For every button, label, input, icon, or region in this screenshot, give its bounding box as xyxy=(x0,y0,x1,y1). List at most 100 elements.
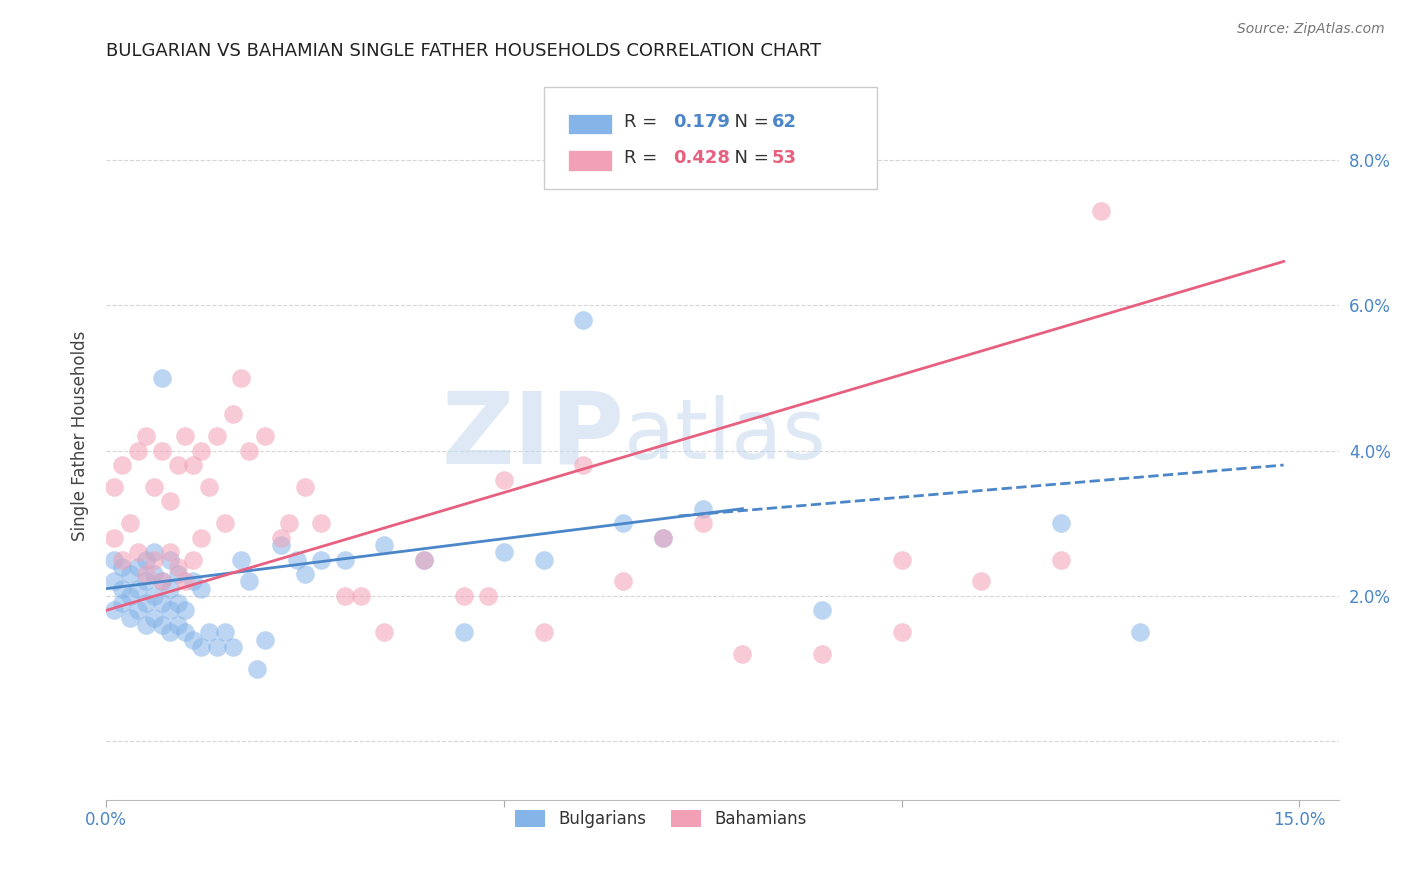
Point xyxy=(166,559,188,574)
Point xyxy=(142,480,165,494)
Point xyxy=(651,531,673,545)
Text: R =: R = xyxy=(624,113,662,131)
Point xyxy=(207,429,229,443)
Point xyxy=(198,625,221,640)
Point xyxy=(811,603,834,617)
Point xyxy=(285,552,308,566)
Point xyxy=(127,603,149,617)
Point xyxy=(111,552,134,566)
Text: atlas: atlas xyxy=(624,395,825,476)
Point xyxy=(207,640,229,654)
Point xyxy=(166,567,188,582)
Point xyxy=(142,567,165,582)
Point xyxy=(135,596,157,610)
Text: 62: 62 xyxy=(772,113,797,131)
Legend: Bulgarians, Bahamians: Bulgarians, Bahamians xyxy=(508,804,814,835)
Point xyxy=(453,589,475,603)
Point xyxy=(222,640,245,654)
Point xyxy=(118,611,141,625)
Point xyxy=(612,574,634,589)
Point xyxy=(811,647,834,661)
Point xyxy=(1049,516,1071,531)
Point xyxy=(142,545,165,559)
Point xyxy=(254,632,277,647)
Point xyxy=(103,531,125,545)
Point xyxy=(890,552,912,566)
Point xyxy=(413,552,436,566)
Point xyxy=(1129,625,1152,640)
Point xyxy=(492,473,515,487)
Point xyxy=(118,567,141,582)
Point xyxy=(127,443,149,458)
Point xyxy=(150,574,173,589)
Point xyxy=(214,625,236,640)
Point xyxy=(183,552,205,566)
Point xyxy=(373,625,395,640)
Point xyxy=(150,618,173,632)
Point xyxy=(238,443,260,458)
Point xyxy=(150,443,173,458)
Point xyxy=(1090,203,1112,218)
Point xyxy=(174,625,197,640)
Text: 0.428: 0.428 xyxy=(673,149,730,167)
Point xyxy=(142,589,165,603)
Point xyxy=(103,552,125,566)
Point xyxy=(190,640,212,654)
Point xyxy=(150,596,173,610)
Point xyxy=(174,429,197,443)
Point xyxy=(413,552,436,566)
Point xyxy=(111,596,134,610)
Point xyxy=(238,574,260,589)
Point xyxy=(651,531,673,545)
Point xyxy=(270,531,292,545)
Point xyxy=(214,516,236,531)
Point xyxy=(166,458,188,472)
Point xyxy=(190,443,212,458)
Point xyxy=(103,574,125,589)
Point xyxy=(150,371,173,385)
Point xyxy=(198,480,221,494)
Point xyxy=(174,574,197,589)
Point xyxy=(294,567,316,582)
Point xyxy=(166,596,188,610)
Text: R =: R = xyxy=(624,149,662,167)
Point xyxy=(1049,552,1071,566)
Point xyxy=(222,407,245,421)
Point xyxy=(492,545,515,559)
Point xyxy=(111,559,134,574)
Point xyxy=(118,589,141,603)
Point xyxy=(159,582,181,596)
Point xyxy=(159,545,181,559)
Point xyxy=(533,552,555,566)
Point xyxy=(166,618,188,632)
Point xyxy=(103,603,125,617)
Point xyxy=(309,516,332,531)
Point xyxy=(150,574,173,589)
Point xyxy=(333,589,356,603)
Point xyxy=(692,501,714,516)
Point xyxy=(111,458,134,472)
Point xyxy=(127,559,149,574)
Point xyxy=(135,552,157,566)
Point xyxy=(190,531,212,545)
Point xyxy=(246,662,269,676)
Point xyxy=(159,603,181,617)
Point xyxy=(183,458,205,472)
Text: N =: N = xyxy=(723,113,775,131)
Point xyxy=(373,538,395,552)
Point xyxy=(135,574,157,589)
Point xyxy=(159,552,181,566)
Point xyxy=(612,516,634,531)
Point xyxy=(277,516,299,531)
Point xyxy=(254,429,277,443)
Point xyxy=(127,582,149,596)
Point xyxy=(692,516,714,531)
Point xyxy=(477,589,499,603)
Point xyxy=(533,625,555,640)
Point xyxy=(135,618,157,632)
FancyBboxPatch shape xyxy=(568,114,612,134)
Text: 0.179: 0.179 xyxy=(673,113,730,131)
FancyBboxPatch shape xyxy=(568,150,612,170)
Point xyxy=(135,567,157,582)
Point xyxy=(183,632,205,647)
